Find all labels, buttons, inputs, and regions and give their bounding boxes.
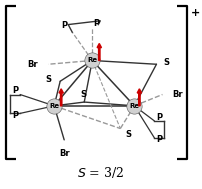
Text: Br: Br [173,90,183,99]
FancyArrow shape [137,89,142,106]
Text: P: P [61,21,67,30]
Text: Br: Br [27,60,38,69]
Text: Br: Br [59,149,69,158]
Text: S: S [163,58,169,67]
Text: P: P [157,135,163,144]
Text: Re: Re [129,103,139,109]
Text: P: P [12,111,18,120]
Text: S: S [80,90,86,99]
Text: Re: Re [49,103,59,109]
Text: $\mathit{S}$ = 3/2: $\mathit{S}$ = 3/2 [77,165,124,180]
Text: S: S [125,130,131,139]
Text: P: P [157,113,163,122]
Text: P: P [12,86,18,95]
FancyArrow shape [97,43,101,60]
Text: S: S [45,75,51,84]
Text: +: + [190,8,200,18]
Text: P: P [93,19,99,28]
FancyArrow shape [59,89,63,106]
Text: Re: Re [87,57,97,64]
